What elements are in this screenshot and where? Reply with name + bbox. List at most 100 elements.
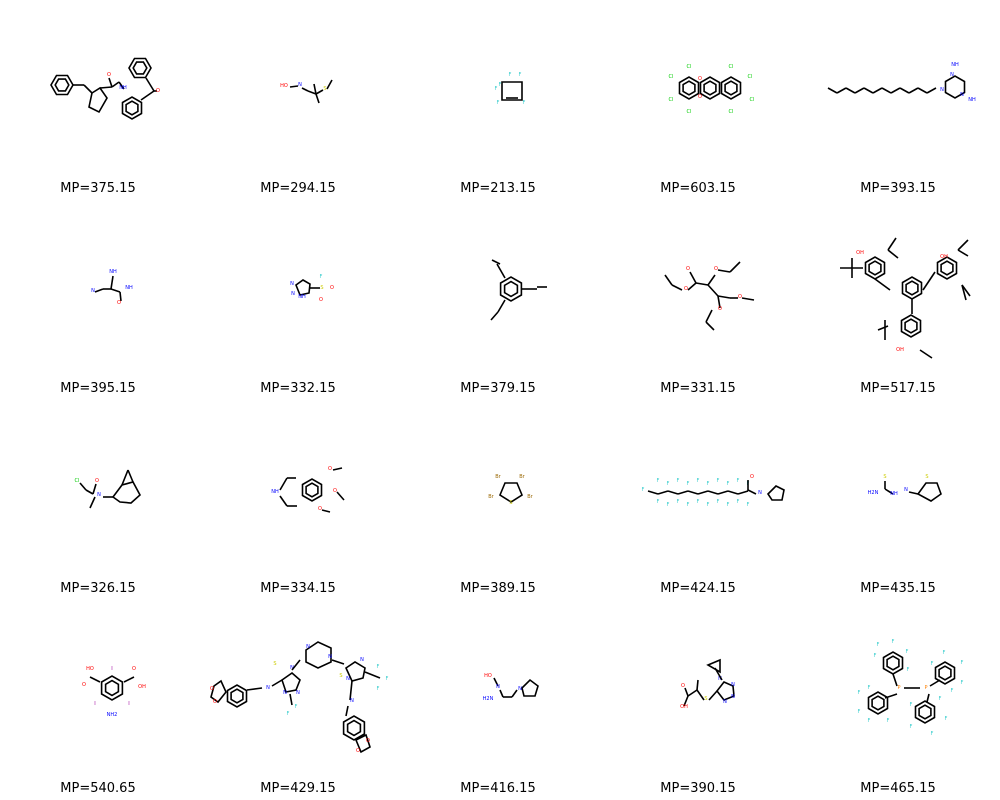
bond bbox=[926, 87, 937, 94]
atom-label: F bbox=[687, 481, 690, 487]
atom-label: O bbox=[95, 478, 99, 484]
ring bbox=[50, 74, 74, 96]
atom-label: H2N bbox=[483, 696, 494, 702]
ring bbox=[54, 78, 70, 92]
atom-label: F bbox=[657, 499, 660, 505]
atom-label: N bbox=[283, 690, 287, 696]
bond bbox=[929, 679, 941, 687]
ring bbox=[121, 96, 143, 120]
melting-point-label: MP=326.15 bbox=[60, 581, 136, 596]
atom-label: S bbox=[323, 86, 326, 92]
bond bbox=[683, 695, 689, 707]
atom-label: S bbox=[509, 500, 512, 506]
atom-label: F bbox=[377, 664, 380, 670]
bond bbox=[926, 693, 930, 703]
bond bbox=[737, 490, 749, 495]
molecule-cell: MP=379.15 bbox=[400, 200, 600, 400]
ring bbox=[499, 482, 523, 503]
atom-label: F bbox=[951, 688, 954, 694]
ring bbox=[944, 75, 966, 99]
melting-point-label: MP=540.65 bbox=[60, 781, 136, 796]
bond bbox=[279, 477, 288, 491]
bond bbox=[92, 483, 97, 495]
melting-point-label: MP=213.15 bbox=[460, 181, 536, 196]
atom-label: OH bbox=[680, 704, 688, 710]
bond bbox=[887, 237, 897, 251]
melting-point-label: MP=334.15 bbox=[260, 581, 336, 596]
ring bbox=[715, 681, 735, 701]
bond bbox=[321, 509, 331, 513]
atom-label: F bbox=[868, 718, 871, 724]
bond bbox=[696, 679, 699, 691]
bond bbox=[140, 90, 155, 101]
molecule-cell: N N N NH NH MP=393.15 bbox=[800, 0, 1000, 200]
ring bbox=[940, 260, 954, 276]
melting-point-label: MP=429.15 bbox=[260, 781, 336, 796]
atom-label: S bbox=[320, 285, 323, 291]
bond bbox=[349, 680, 353, 701]
atom-label: N bbox=[97, 492, 101, 498]
bond bbox=[118, 81, 125, 90]
molecule-cell: Br Br Br Br S MP=389.15 bbox=[400, 400, 600, 600]
atom-label: O bbox=[210, 686, 214, 692]
atom-label: OH bbox=[896, 347, 904, 353]
ring bbox=[724, 80, 738, 96]
melting-point-label: MP=294.15 bbox=[260, 181, 336, 196]
structure-drawing: FF FFF F bbox=[495, 72, 526, 106]
bond bbox=[326, 79, 333, 90]
bond bbox=[717, 295, 721, 309]
atom-label: O bbox=[333, 488, 337, 494]
molecule-cell: O NH O MP=375.15 bbox=[0, 0, 200, 200]
molecule-cell: O O O O O MP=331.15 bbox=[600, 200, 800, 400]
atom-label: N bbox=[731, 694, 735, 700]
atom-label: O bbox=[698, 76, 702, 82]
atom-label: Cl bbox=[687, 109, 692, 115]
ring bbox=[125, 100, 139, 116]
bond bbox=[892, 673, 898, 687]
atom-label: F bbox=[892, 639, 895, 645]
bond bbox=[696, 689, 705, 701]
ring bbox=[934, 661, 956, 685]
structure-drawing: O NH O bbox=[50, 57, 160, 120]
bond bbox=[687, 282, 697, 291]
bond bbox=[313, 83, 317, 95]
bond bbox=[707, 284, 719, 297]
atom-label: NH bbox=[951, 62, 959, 68]
molecule-cell: FFFFFFFFFFFFFFFFFFFFFONMP=424.15 bbox=[600, 400, 800, 600]
bond bbox=[108, 77, 113, 88]
atom-label: N bbox=[518, 686, 522, 692]
bond bbox=[908, 491, 919, 495]
atom-label: F bbox=[667, 481, 670, 487]
atom-label: N bbox=[960, 92, 964, 98]
atom-label: O bbox=[156, 88, 160, 94]
atom-label: N bbox=[346, 676, 350, 682]
bond bbox=[729, 261, 741, 273]
atom-label: OH bbox=[138, 684, 146, 690]
molecule-cell: HO N S MP=294.15 bbox=[200, 0, 400, 200]
structure-drawing: N NH O NH bbox=[91, 269, 133, 306]
molecule-cell: O O Cl Cl Cl Cl Cl Cl Cl Cl MP=603.15 bbox=[600, 0, 800, 200]
atom-label: I bbox=[111, 666, 112, 672]
ring bbox=[128, 57, 152, 79]
molecule-cell: S H2N NH N S MP=435.15 bbox=[800, 400, 1000, 600]
bond bbox=[307, 90, 317, 95]
bond bbox=[884, 693, 898, 699]
atom-label: I bbox=[94, 701, 95, 707]
bond bbox=[689, 271, 697, 284]
atom-label: F bbox=[931, 731, 934, 737]
bond bbox=[336, 491, 345, 501]
atom-label: OH bbox=[940, 254, 948, 260]
bond bbox=[315, 89, 324, 95]
bond bbox=[961, 284, 967, 301]
bond bbox=[747, 489, 757, 495]
ring bbox=[914, 700, 936, 724]
melting-point-label: MP=390.15 bbox=[660, 781, 736, 796]
atom-label: N bbox=[360, 657, 364, 663]
atom-label: O bbox=[318, 506, 322, 512]
bond bbox=[647, 490, 659, 495]
molecule-cell: O OH S N N N N MP=390.15 bbox=[600, 600, 800, 800]
bond bbox=[657, 490, 669, 495]
melting-point-label: MP=424.15 bbox=[660, 581, 736, 596]
atom-label: N bbox=[723, 699, 727, 705]
